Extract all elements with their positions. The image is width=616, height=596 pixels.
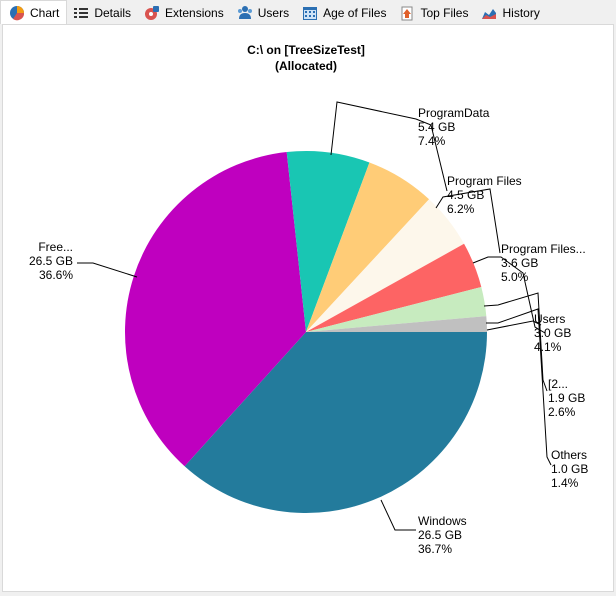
- pie-slice-2[interactable]: [306, 286, 487, 332]
- slice-label-percent: 7.4%: [418, 134, 446, 148]
- slice-label-name: Others: [551, 448, 587, 462]
- tab-age-of-files[interactable]: Age of Files: [296, 2, 393, 24]
- slice-label: Program Files... 3.6 GB 5.0%: [501, 242, 586, 284]
- tab-label: Age of Files: [323, 6, 387, 20]
- slice-label-name: Program Files...: [501, 242, 586, 256]
- slice-label-percent: 1.4%: [551, 476, 579, 490]
- tab-top-files[interactable]: Top Files: [393, 2, 475, 24]
- leader-lines: [77, 101, 552, 531]
- leader-line: [486, 308, 552, 466]
- tab-extensions[interactable]: Extensions: [138, 2, 231, 24]
- pie-slice-windows[interactable]: [184, 332, 488, 514]
- pie-slice-users[interactable]: [306, 243, 482, 332]
- leader-line: [483, 292, 548, 392]
- chart-subtitle: (Allocated): [275, 59, 337, 73]
- tab-history[interactable]: History: [475, 2, 546, 24]
- slice-label-size: 26.5 GB: [418, 528, 462, 542]
- leader-line: [472, 256, 546, 334]
- slice-label-size: 4.5 GB: [447, 188, 484, 202]
- leader-line: [486, 320, 542, 331]
- pie-slice-program-files[interactable]: [306, 199, 465, 332]
- slice-label-percent: 36.6%: [39, 268, 73, 282]
- slice-label: Others 1.0 GB 1.4%: [551, 448, 588, 490]
- leader-line: [380, 499, 416, 531]
- slice-label-name: ProgramData: [418, 106, 490, 120]
- chart-title: C:\ on [TreeSizeTest]: [247, 43, 365, 57]
- pie-slice-programdata[interactable]: [286, 150, 370, 332]
- slice-label: Windows 26.5 GB 36.7%: [418, 514, 467, 556]
- slice-label-name: Free...: [38, 240, 73, 254]
- users-icon: [237, 5, 253, 21]
- slice-label-percent: 6.2%: [447, 202, 475, 216]
- leader-line: [435, 188, 501, 254]
- tab-details[interactable]: Details: [67, 2, 138, 24]
- slice-label: Users 3.0 GB 4.1%: [534, 312, 571, 354]
- pie-chart-icon: [9, 5, 25, 21]
- tab-chart[interactable]: Chart: [0, 0, 68, 24]
- slice-label-size: 3.6 GB: [501, 256, 538, 270]
- slice-label-percent: 36.7%: [418, 542, 452, 556]
- tab-label: Users: [257, 6, 290, 20]
- tab-label: History: [502, 6, 540, 20]
- slice-label-percent: 2.6%: [548, 405, 576, 419]
- calendar-icon: [302, 5, 318, 21]
- tab-label: Details: [94, 6, 132, 20]
- slice-label-name: Windows: [418, 514, 467, 528]
- slice-label-size: 1.0 GB: [551, 462, 588, 476]
- leader-line: [77, 262, 138, 278]
- slice-label-name: [2...: [548, 377, 568, 391]
- pie-slice-free[interactable]: [124, 152, 306, 467]
- slice-label: ProgramData 5.4 GB 7.4%: [418, 106, 490, 148]
- slice-label: Program Files 4.5 GB 6.2%: [447, 174, 522, 216]
- leader-line: [330, 101, 448, 192]
- slice-label: [2... 1.9 GB 2.6%: [548, 377, 585, 419]
- slice-label-size: 26.5 GB: [29, 254, 73, 268]
- history-chart-icon: [481, 5, 497, 21]
- slice-label-size: 5.4 GB: [418, 120, 455, 134]
- slice-label-name: Program Files: [447, 174, 522, 188]
- slice-label-size: 3.0 GB: [534, 326, 571, 340]
- tab-bar: Chart Details Extensions Users Age of Fi…: [0, 0, 616, 24]
- slice-labels: Windows 26.5 GB 36.7%Free... 26.5 GB 36.6%Pr…: [29, 106, 588, 556]
- details-list-icon: [73, 5, 89, 21]
- pie-slices: [124, 150, 488, 514]
- slice-label-percent: 4.1%: [534, 340, 562, 354]
- slice-label-percent: 5.0%: [501, 270, 529, 284]
- slice-label: Free... 26.5 GB 36.6%: [29, 240, 73, 282]
- top-files-icon: [399, 5, 415, 21]
- pie-slice-others[interactable]: [306, 316, 487, 332]
- tab-label: Extensions: [165, 6, 224, 20]
- pie-slice-program-files[interactable]: [306, 162, 430, 332]
- tab-label: Top Files: [420, 6, 469, 20]
- tab-users[interactable]: Users: [231, 2, 296, 24]
- extensions-icon: [144, 5, 160, 21]
- pie-chart: C:\ on [TreeSizeTest] (Allocated) Window…: [29, 43, 588, 556]
- tab-label: Chart: [30, 5, 60, 20]
- slice-label-size: 1.9 GB: [548, 391, 585, 405]
- chart-panel: C:\ on [TreeSizeTest] (Allocated) Window…: [2, 24, 614, 592]
- slice-label-name: Users: [534, 312, 565, 326]
